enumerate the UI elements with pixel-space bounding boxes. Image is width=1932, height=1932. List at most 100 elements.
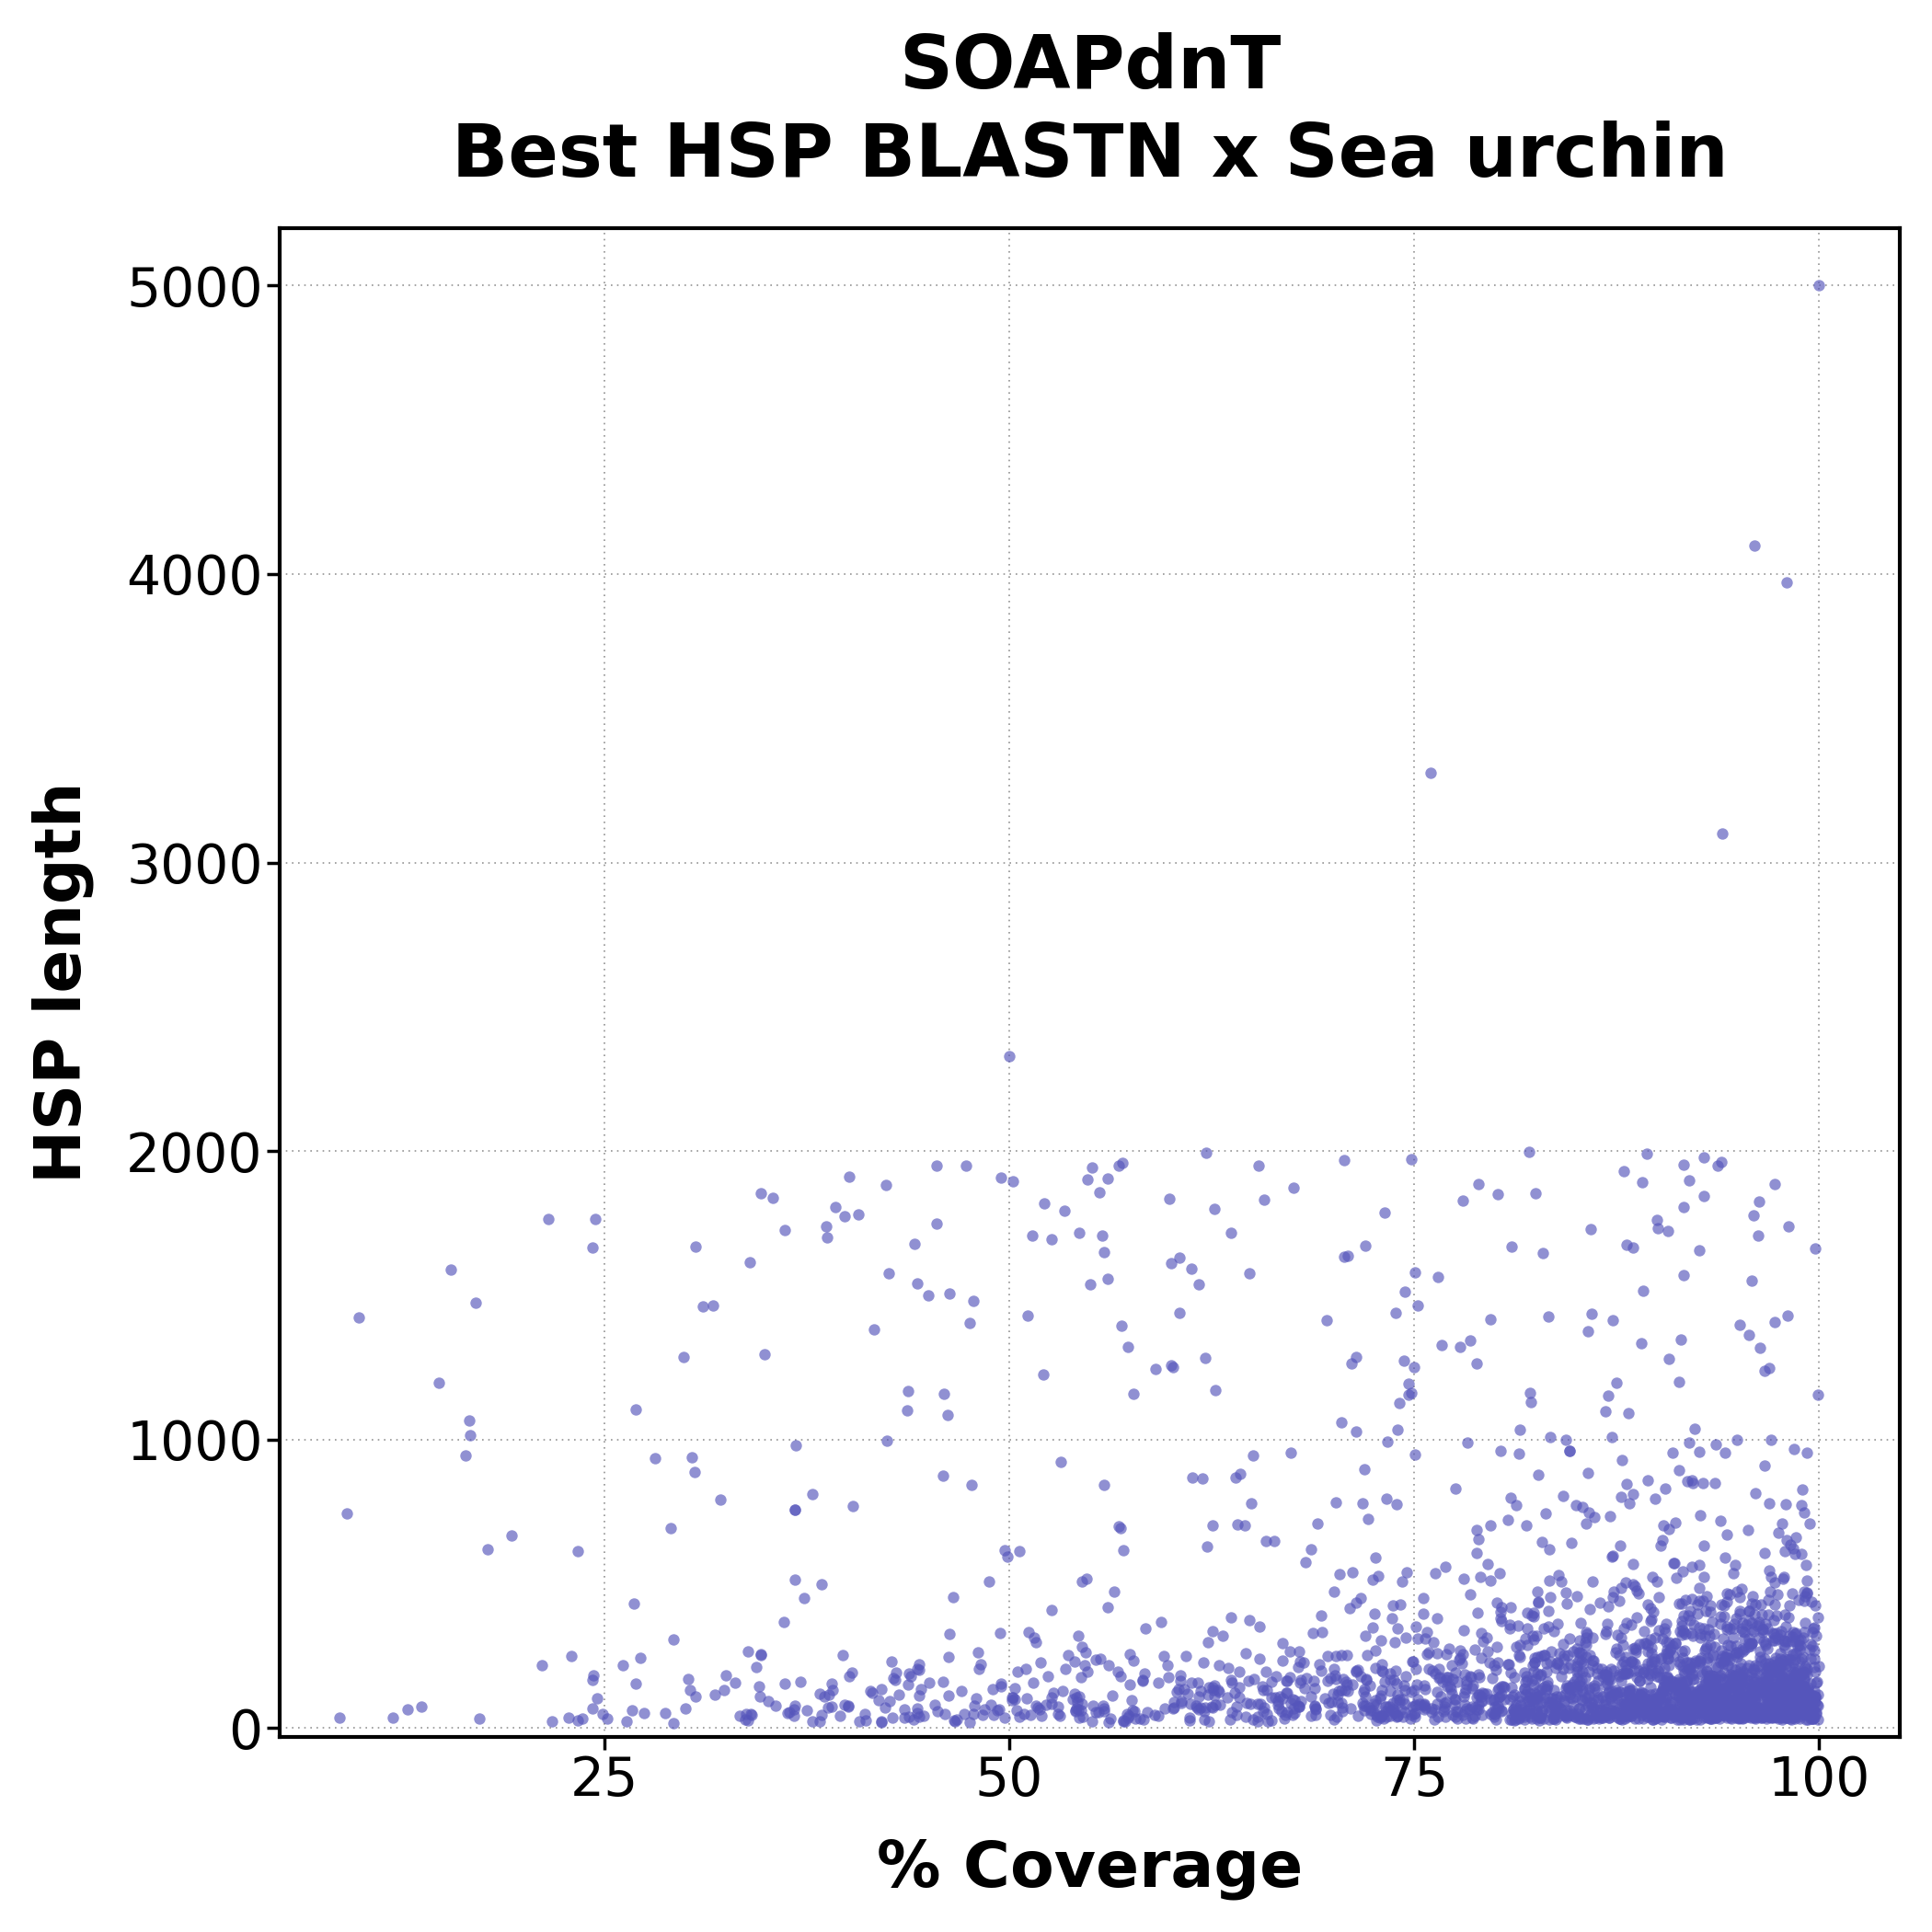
Point bbox=[902, 1654, 933, 1685]
Point bbox=[1530, 1687, 1561, 1718]
Point bbox=[1667, 1667, 1698, 1698]
Point bbox=[1509, 1658, 1540, 1689]
Point bbox=[941, 1704, 972, 1735]
Point bbox=[1698, 1617, 1729, 1648]
Point bbox=[1621, 1634, 1652, 1665]
Point bbox=[1520, 1704, 1551, 1735]
Point bbox=[1696, 1663, 1727, 1694]
Point bbox=[1648, 1623, 1679, 1654]
Point bbox=[1018, 1667, 1049, 1698]
Point bbox=[1777, 1625, 1808, 1656]
Point bbox=[1760, 1650, 1791, 1681]
Point bbox=[1721, 1642, 1752, 1673]
Point bbox=[1360, 1700, 1391, 1731]
Point bbox=[806, 1569, 837, 1600]
Point bbox=[1764, 1646, 1795, 1677]
Point bbox=[1758, 1663, 1789, 1694]
Point bbox=[1532, 1667, 1563, 1698]
Point bbox=[1509, 1665, 1540, 1696]
Point bbox=[1754, 1687, 1785, 1718]
Point bbox=[1291, 1662, 1321, 1692]
Point bbox=[1331, 1640, 1362, 1671]
Point bbox=[1646, 1704, 1677, 1735]
Point bbox=[1524, 1702, 1555, 1733]
Point bbox=[1457, 1702, 1488, 1733]
Point bbox=[1766, 1702, 1797, 1733]
Point bbox=[1341, 1588, 1372, 1619]
Point bbox=[1204, 1650, 1235, 1681]
Point bbox=[1161, 1677, 1192, 1708]
Point bbox=[1650, 1662, 1681, 1692]
Point bbox=[1571, 1681, 1602, 1712]
Point bbox=[1692, 1669, 1723, 1700]
Point bbox=[1725, 1660, 1756, 1690]
Point bbox=[1097, 1681, 1128, 1712]
Point bbox=[1519, 1602, 1549, 1633]
Point bbox=[1770, 1671, 1801, 1702]
Point bbox=[1613, 1675, 1644, 1706]
Point bbox=[1747, 1679, 1777, 1710]
Point bbox=[1673, 1704, 1704, 1735]
Point bbox=[1625, 1327, 1656, 1358]
Point bbox=[1528, 1613, 1559, 1644]
Point bbox=[1797, 1685, 1828, 1716]
Point bbox=[914, 1667, 945, 1698]
Point bbox=[1432, 1638, 1463, 1669]
Point bbox=[1776, 1690, 1806, 1721]
Point bbox=[898, 1704, 929, 1735]
Point bbox=[1169, 1673, 1200, 1704]
Point bbox=[1770, 1600, 1801, 1631]
Point bbox=[1758, 1621, 1789, 1652]
Point bbox=[1694, 1704, 1725, 1735]
Point bbox=[1648, 1671, 1679, 1702]
Point bbox=[1551, 1671, 1582, 1702]
Point bbox=[1072, 1656, 1103, 1687]
Point bbox=[1320, 1663, 1350, 1694]
Point bbox=[1573, 1316, 1604, 1347]
Point bbox=[1553, 1435, 1584, 1466]
Point bbox=[1434, 1671, 1464, 1702]
Point bbox=[798, 1478, 829, 1509]
Point bbox=[1764, 1696, 1795, 1727]
Point bbox=[1609, 1696, 1640, 1727]
Point bbox=[1764, 1690, 1795, 1721]
Point bbox=[1480, 1654, 1511, 1685]
Point bbox=[1551, 1577, 1582, 1607]
Point bbox=[1777, 1621, 1808, 1652]
Point bbox=[1650, 1687, 1681, 1718]
Point bbox=[1758, 1625, 1789, 1656]
Point bbox=[659, 1625, 690, 1656]
Point bbox=[1764, 1650, 1795, 1681]
Point bbox=[1629, 1654, 1660, 1685]
Point bbox=[1374, 1658, 1405, 1689]
Point bbox=[1613, 1488, 1644, 1519]
Point bbox=[1298, 1665, 1329, 1696]
Point bbox=[1016, 1700, 1047, 1731]
Point bbox=[1466, 1677, 1497, 1708]
Point bbox=[1762, 1694, 1793, 1725]
Point bbox=[1426, 1681, 1457, 1712]
Point bbox=[1667, 1694, 1698, 1725]
Point bbox=[1026, 1700, 1057, 1731]
Point bbox=[670, 1692, 701, 1723]
Point bbox=[1772, 1702, 1803, 1733]
Point bbox=[1768, 1656, 1799, 1687]
Point bbox=[1648, 1683, 1679, 1714]
Point bbox=[1482, 1586, 1513, 1617]
Point bbox=[1706, 1146, 1737, 1177]
Point bbox=[1383, 1387, 1414, 1418]
Point bbox=[1679, 1609, 1710, 1640]
Point bbox=[1640, 1623, 1671, 1654]
Point bbox=[1671, 1665, 1702, 1696]
Point bbox=[1646, 1642, 1677, 1673]
Point bbox=[1758, 1683, 1789, 1714]
Point bbox=[1588, 1702, 1619, 1733]
Point bbox=[900, 1229, 931, 1260]
Point bbox=[1748, 1694, 1779, 1725]
Point bbox=[1387, 1700, 1418, 1731]
Point bbox=[1638, 1704, 1669, 1735]
Point bbox=[1381, 1414, 1412, 1445]
Point bbox=[1148, 1640, 1179, 1671]
Point bbox=[1221, 1509, 1252, 1540]
Point bbox=[1723, 1671, 1754, 1702]
